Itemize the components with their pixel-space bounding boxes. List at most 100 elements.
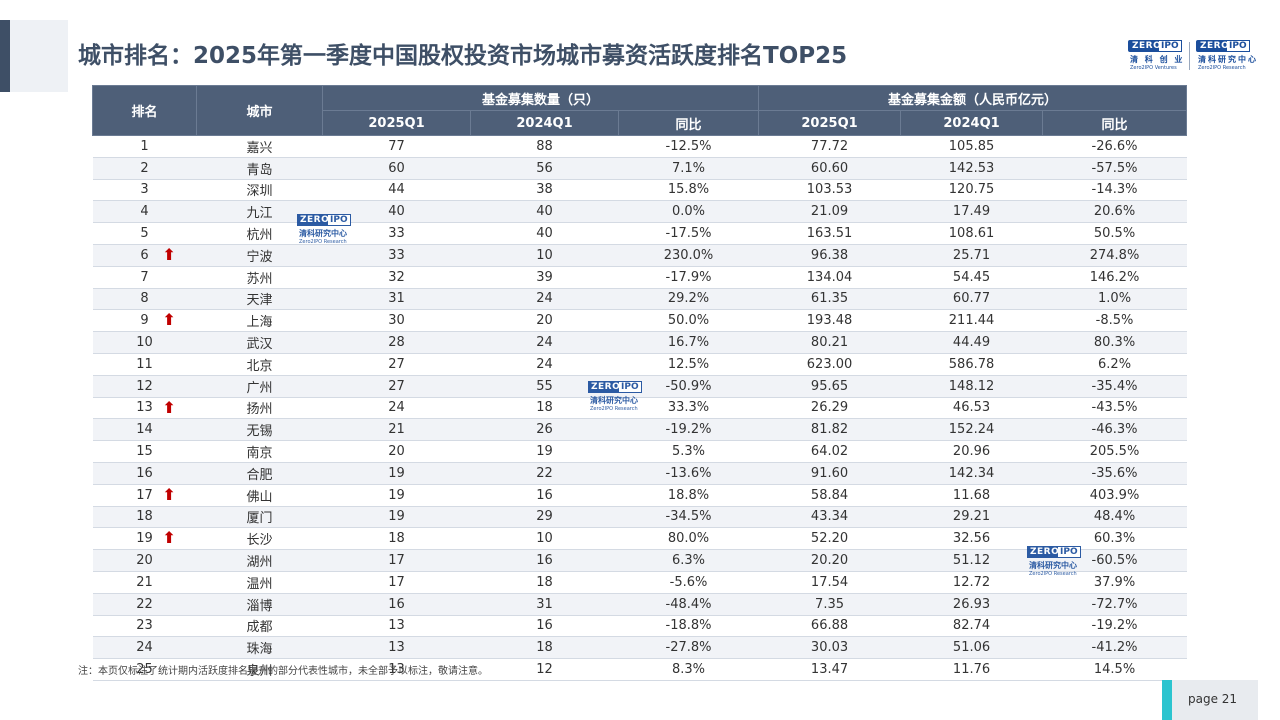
count-2025q1-cell: 19 xyxy=(322,506,471,529)
table-row: 7 苏州 32 39 -17.9% 134.04 54.45 146.2% xyxy=(92,266,1187,289)
table-row: 4 九江 40 40 0.0% 21.09 17.49 20.6% xyxy=(92,200,1187,224)
page-number-accent xyxy=(1162,680,1172,720)
title-accent-box xyxy=(10,20,68,92)
amount-2024q1-cell: 25.71 xyxy=(900,244,1043,267)
city-cell: 苏州 xyxy=(196,266,323,289)
header-count-2024q1: 2024Q1 xyxy=(470,110,619,136)
table-row: 15 南京 20 19 5.3% 64.02 20.96 205.5% xyxy=(92,440,1187,463)
amount-2024q1-cell: 51.12 xyxy=(900,549,1043,572)
city-cell: 湖州 xyxy=(196,549,323,572)
amount-2024q1-cell: 11.76 xyxy=(900,658,1043,681)
amount-2025q1-cell: 20.20 xyxy=(758,549,901,572)
count-2025q1-cell: 17 xyxy=(322,549,471,572)
count-2024q1-cell: 22 xyxy=(470,462,619,485)
count-yoy-cell: -48.4% xyxy=(618,593,759,616)
rank-cell: 9 xyxy=(92,309,197,333)
city-cell: 杭州 xyxy=(196,222,323,245)
header-row-2: 2025Q1 2024Q1 同比 2025Q1 2024Q1 同比 xyxy=(93,110,1188,136)
count-2025q1-cell: 13 xyxy=(322,615,471,638)
header-count-2025q1: 2025Q1 xyxy=(322,110,471,136)
city-name: 珠海 xyxy=(246,642,273,658)
table-row: 1 嘉兴 77 88 -12.5% 77.72 105.85 -26.6% xyxy=(92,135,1187,158)
count-yoy-cell: 230.0% xyxy=(618,244,759,267)
amount-2024q1-cell: 108.61 xyxy=(900,222,1043,245)
amount-2024q1-cell: 51.06 xyxy=(900,636,1043,660)
amount-yoy-cell: -14.3% xyxy=(1042,179,1187,202)
count-yoy-cell: -27.8% xyxy=(618,636,759,660)
count-2024q1-cell: 18 xyxy=(470,636,619,660)
table-row: 22 淄博 16 31 -48.4% 7.35 26.93 -72.7% xyxy=(92,593,1187,616)
amount-yoy-cell: 37.9% xyxy=(1042,571,1187,594)
city-cell: 无锡 xyxy=(196,418,323,442)
count-yoy-cell: 5.3% xyxy=(618,440,759,463)
count-2025q1-cell: 13 xyxy=(322,636,471,660)
logo-divider xyxy=(1189,42,1190,70)
count-2025q1-cell: 28 xyxy=(322,331,471,354)
logo-en-left: Zero2IPO Ventures xyxy=(1130,65,1177,71)
count-2025q1-cell: 44 xyxy=(322,179,471,202)
count-2024q1-cell: 18 xyxy=(470,397,619,420)
city-name: 嘉兴 xyxy=(246,140,273,156)
city-cell: ⬆ 佛山 xyxy=(163,484,323,507)
count-2024q1-cell: 39 xyxy=(470,266,619,289)
count-2024q1-cell: 12 xyxy=(470,658,619,681)
amount-2024q1-cell: 29.21 xyxy=(900,506,1043,529)
city-name: 九江 xyxy=(246,206,273,222)
rank-cell: 1 xyxy=(92,135,197,158)
rank-cell: 20 xyxy=(92,549,197,572)
logo-cn-right: 清科研究中心 xyxy=(1198,55,1258,64)
city-cell: 淄博 xyxy=(196,593,323,616)
count-yoy-cell: -17.5% xyxy=(618,222,759,245)
logo-box2-right: IPO xyxy=(1227,40,1250,52)
amount-2025q1-cell: 95.65 xyxy=(758,375,901,398)
count-yoy-cell: -13.6% xyxy=(618,462,759,485)
city-name: 合肥 xyxy=(246,467,273,483)
rank-cell: 7 xyxy=(92,266,197,289)
amount-2025q1-cell: 91.60 xyxy=(758,462,901,485)
zero2ipo-research-logo: ZERO IPO 清科研究中心 Zero2IPO Research xyxy=(1196,40,1256,72)
arrow-up-icon: ⬆ xyxy=(162,528,176,548)
amount-yoy-cell: -35.4% xyxy=(1042,375,1187,398)
amount-yoy-cell: -19.2% xyxy=(1042,615,1187,638)
ranking-table-body: 1 嘉兴 77 88 -12.5% 77.72 105.85 -26.6% 2 青岛 60 56 7.1… xyxy=(92,135,1187,681)
amount-2024q1-cell: 32.56 xyxy=(900,527,1043,551)
ranking-table: 排名 城市 基金募集数量（只） 基金募集金额（人民币亿元） 2025Q1 202… xyxy=(92,85,1188,681)
city-cell: 成都 xyxy=(196,615,323,638)
count-2024q1-cell: 24 xyxy=(470,353,619,376)
amount-2025q1-cell: 163.51 xyxy=(758,222,901,245)
count-yoy-cell: 0.0% xyxy=(618,200,759,224)
watermark-box2: IPO xyxy=(1058,546,1081,558)
watermark-box: ZERO xyxy=(588,381,624,393)
rank-cell: 11 xyxy=(92,353,197,376)
amount-2024q1-cell: 20.96 xyxy=(900,440,1043,463)
amount-2025q1-cell: 13.47 xyxy=(758,658,901,681)
city-name: 南京 xyxy=(246,446,273,462)
city-name: 温州 xyxy=(246,576,273,592)
count-2025q1-cell: 21 xyxy=(322,418,471,442)
count-2024q1-cell: 16 xyxy=(470,549,619,572)
amount-2024q1-cell: 60.77 xyxy=(900,288,1043,311)
table-row: 2 青岛 60 56 7.1% 60.60 142.53 -57.5% xyxy=(92,157,1187,180)
rank-cell: 16 xyxy=(92,462,197,485)
rank-cell: 13 xyxy=(92,397,197,420)
header-city: 城市 xyxy=(196,85,323,136)
zero2ipo-ventures-logo: ZERO IPO 清 科 创 业 Zero2IPO Ventures xyxy=(1128,40,1186,72)
city-name: 苏州 xyxy=(246,271,273,287)
amount-yoy-cell: 1.0% xyxy=(1042,288,1187,311)
city-name: 厦门 xyxy=(246,511,273,527)
count-yoy-cell: 7.1% xyxy=(618,157,759,180)
watermark-box: ZERO xyxy=(297,214,333,226)
amount-yoy-cell: 14.5% xyxy=(1042,658,1187,681)
header-row-1: 排名 城市 基金募集数量（只） 基金募集金额（人民币亿元） xyxy=(92,85,1188,136)
city-name: 淄博 xyxy=(246,598,273,614)
city-cell: 嘉兴 xyxy=(196,135,323,158)
amount-yoy-cell: 20.6% xyxy=(1042,200,1187,224)
table-row: 16 合肥 19 22 -13.6% 91.60 142.34 -35.6% xyxy=(92,462,1187,485)
watermark-en: Zero2IPO Research xyxy=(299,239,347,245)
count-yoy-cell: 29.2% xyxy=(618,288,759,311)
page-number: page 21 xyxy=(1188,692,1238,706)
city-name: 广州 xyxy=(246,380,273,396)
count-yoy-cell: -17.9% xyxy=(618,266,759,289)
city-cell: 合肥 xyxy=(196,462,323,485)
city-name: 武汉 xyxy=(246,337,273,353)
